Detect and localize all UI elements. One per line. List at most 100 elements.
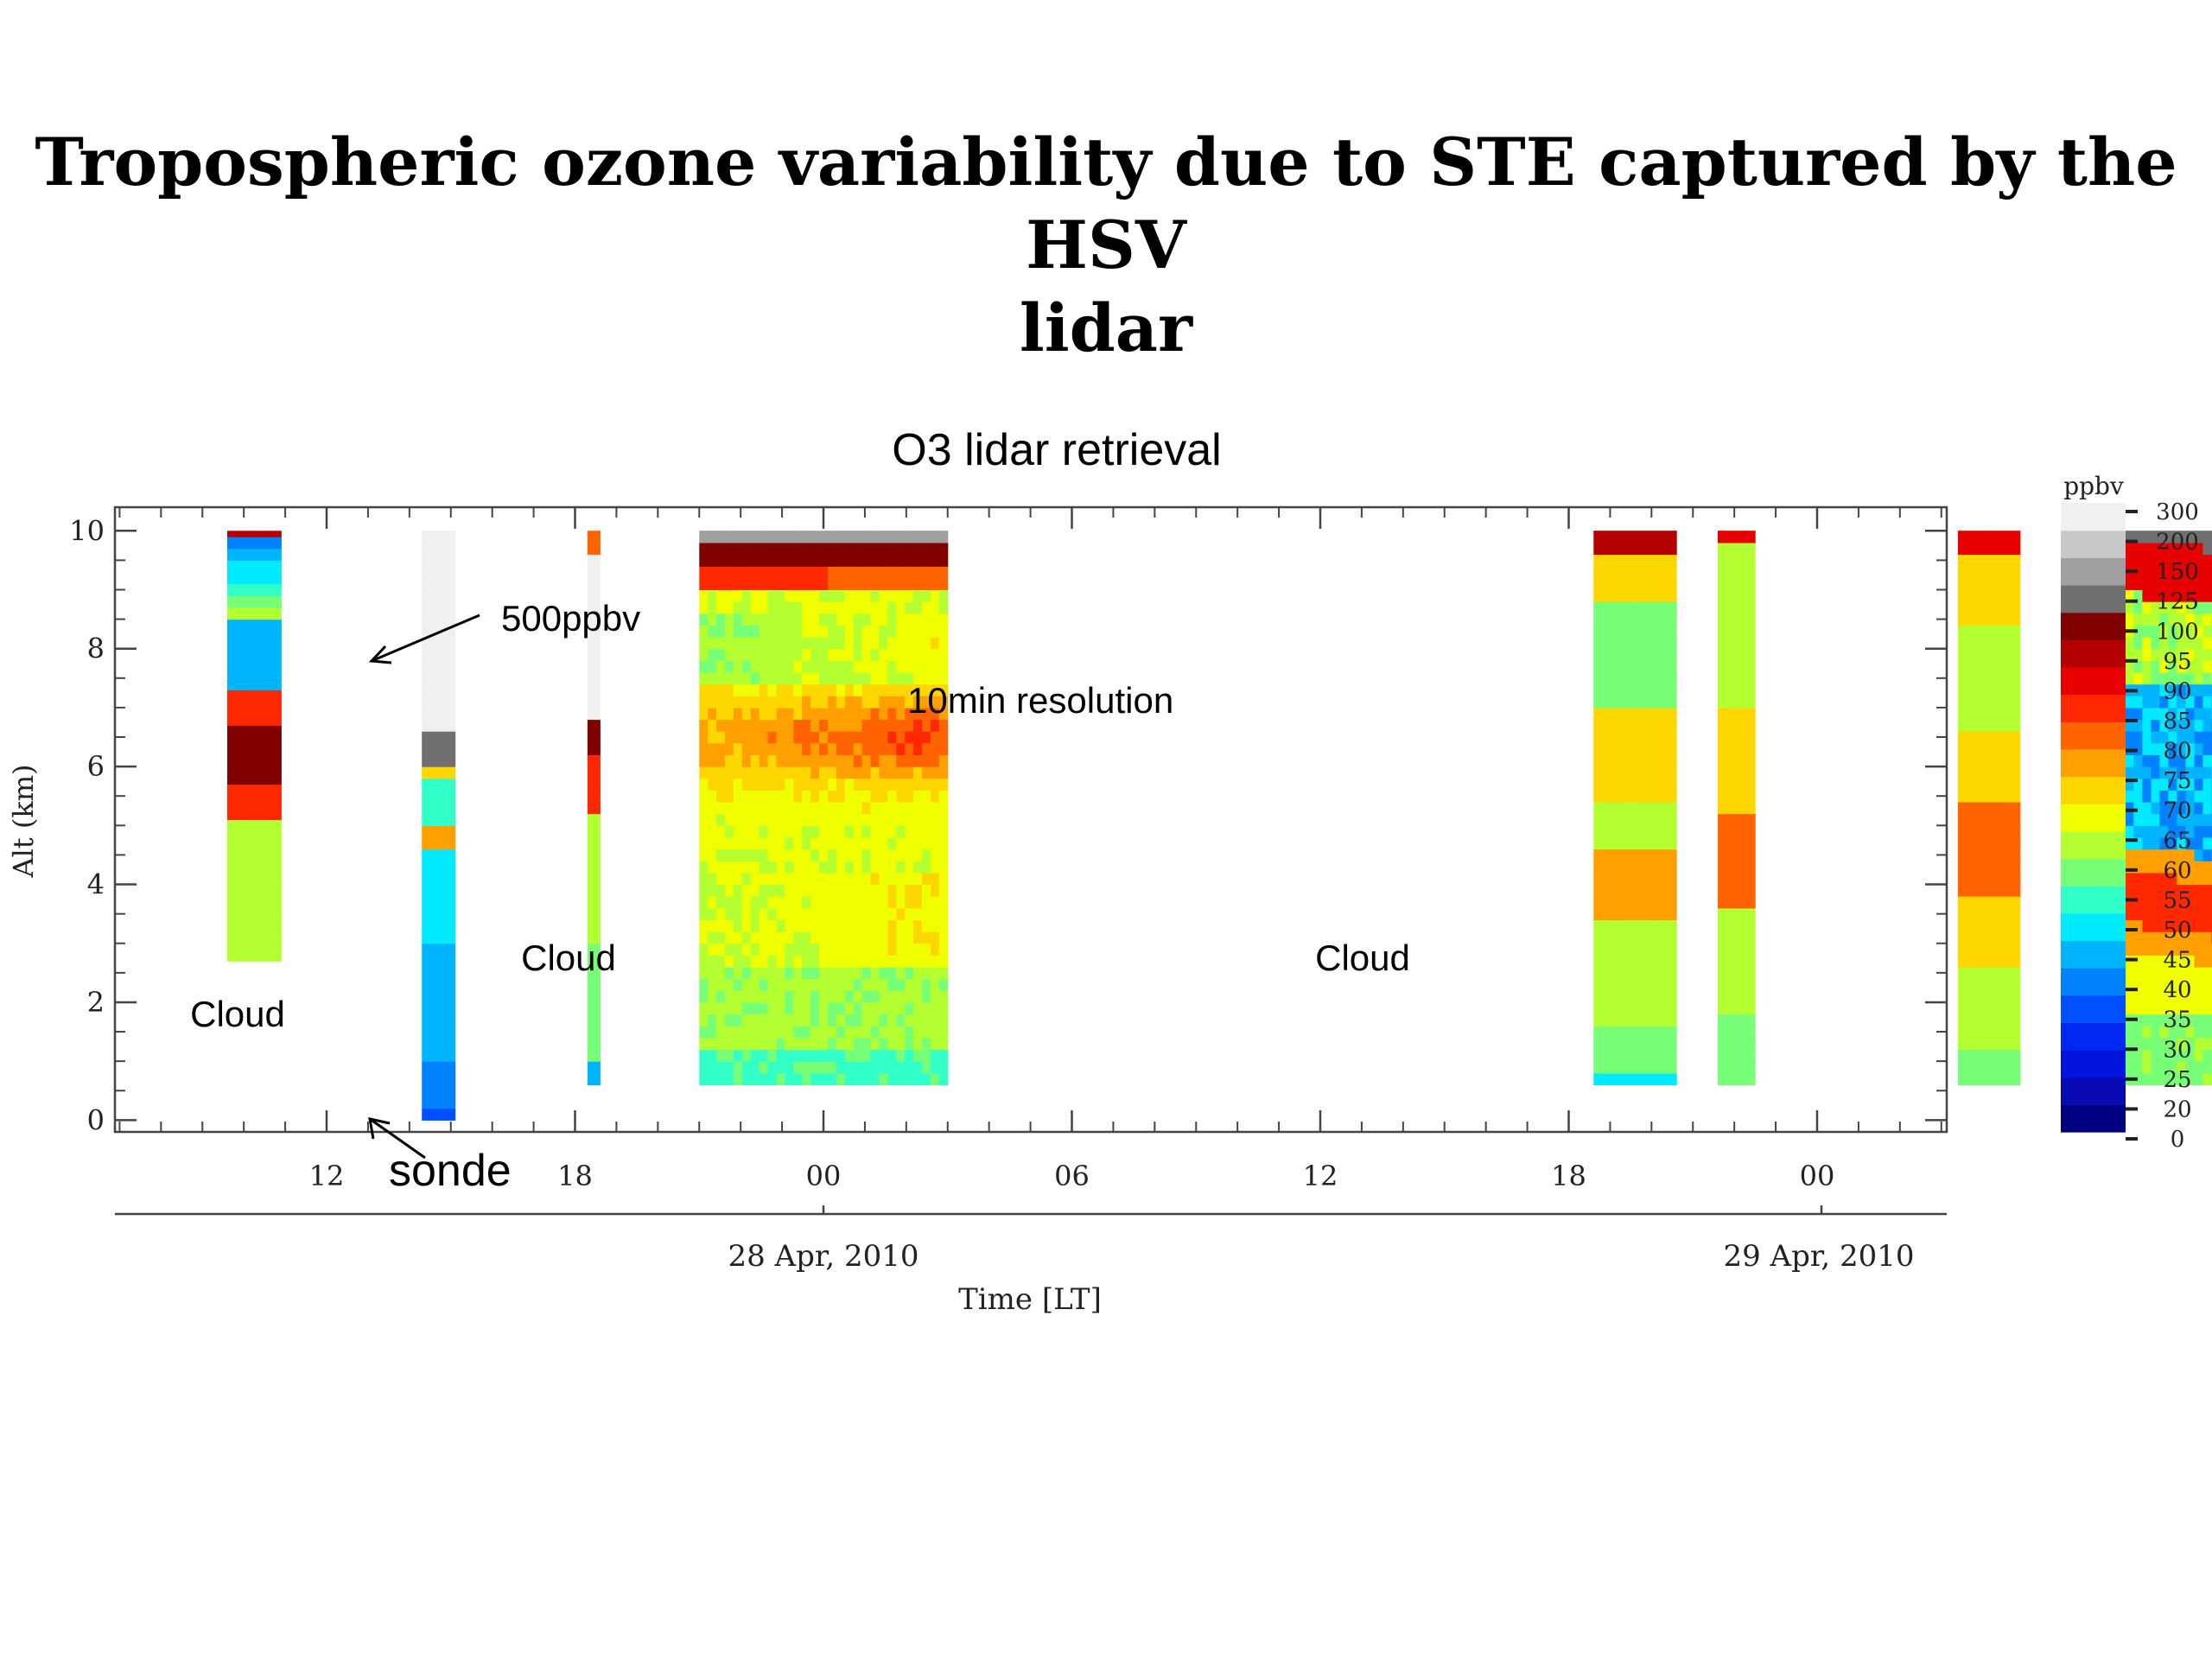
heatmap-cell [716,907,726,920]
heatmap-cell [1993,566,2003,579]
heatmap-cell [236,937,246,950]
heatmap-cell [1957,731,1967,744]
heatmap-cell [1643,849,1652,861]
heatmap-cell [263,583,273,596]
heatmap-cell [793,884,803,897]
heatmap-cell [2151,731,2160,744]
heatmap-cell [1957,1072,1967,1085]
heatmap-cell [1984,613,1994,626]
heatmap-cell [1643,790,1652,803]
heatmap-cell [716,1061,726,1074]
heatmap-cell [844,861,855,874]
heatmap-cell [750,884,760,897]
heatmap-cell [447,707,456,721]
heatmap-cell [1626,802,1636,815]
heatmap-cell [2194,849,2204,861]
heatmap-cell [263,572,273,585]
heatmap-cell [819,1001,829,1015]
heatmap-cell [785,637,794,650]
heatmap-cell [1993,731,2003,744]
heatmap-cell [767,1061,778,1074]
heatmap-cell [263,748,273,761]
heatmap-cell [2133,1001,2143,1015]
heatmap-cell [2177,637,2186,650]
heatmap-cell [2185,825,2196,838]
heatmap-cell [429,589,439,602]
heatmap-cell [254,878,264,891]
heatmap-cell [828,660,837,673]
heatmap-cell [1726,719,1738,732]
heatmap-cell [2011,1037,2021,1051]
heatmap-cell [1635,813,1644,826]
heatmap-cell [836,542,846,556]
heatmap-cell [422,896,431,909]
heatmap-cell [905,731,914,744]
heatmap-cell [2168,1026,2177,1039]
heatmap-cell [1610,931,1619,944]
heatmap-cell [870,955,880,968]
heatmap-cell [896,861,906,874]
heatmap-cell [1726,1026,1738,1039]
heatmap-cell [422,931,431,944]
heatmap-cell [438,554,448,567]
heatmap-cell [896,825,906,838]
heatmap-cell [254,842,264,855]
heatmap-cell [1668,1014,1677,1027]
heatmap-cell [802,919,811,932]
heatmap-cell [716,742,726,755]
heatmap-cell [741,1049,752,1062]
heatmap-cell [896,1061,906,1074]
heatmap-cell [733,613,743,626]
heatmap-cell [2002,1072,2012,1085]
heatmap-cell [438,943,448,956]
heatmap-cell [819,943,829,956]
heatmap-cell [438,707,448,721]
heatmap-cell [2159,589,2169,602]
heatmap-cell [1726,790,1738,803]
heatmap-cell [447,731,456,744]
heatmap-cell [2159,1049,2169,1062]
heatmap-cell [2011,531,2021,543]
heatmap-cell [861,1061,872,1074]
heatmap-cell [1975,719,1986,732]
heatmap-cell [422,719,431,732]
heatmap-cell [2133,1049,2143,1062]
heatmap-cell [1610,577,1619,590]
heatmap-cell [1993,990,2003,1003]
heatmap-cell [254,748,264,761]
heatmap-cell [263,772,273,785]
heatmap-cell [1984,554,1994,567]
heatmap-cell [2151,967,2160,980]
heatmap-cell [1984,931,1994,944]
heatmap-cell [2011,719,2021,732]
heatmap-cell [819,707,829,721]
heatmap-cell [245,772,255,785]
heatmap-cell [1718,990,1728,1003]
heatmap-cell [870,1014,880,1027]
heatmap-cell [896,719,906,732]
heatmap-cell [836,601,846,614]
heatmap-cell [2133,542,2143,556]
heatmap-cell [861,1037,872,1051]
heatmap-cell [1967,884,1977,897]
heatmap-cell [810,1014,820,1027]
heatmap-cell [2011,919,2021,932]
heatmap-cell [271,855,282,868]
heatmap-cell [861,884,872,897]
heatmap-cell [1993,896,2003,909]
heatmap-cell [587,672,601,685]
heatmap-cell [1736,613,1746,626]
heatmap-cell [2011,978,2021,991]
heatmap-cell [1610,955,1619,968]
heatmap-cell [1601,955,1611,968]
heatmap-cell [708,1049,717,1062]
heatmap-cell [1659,577,1669,590]
heatmap-cell [750,683,760,696]
heatmap-cell [2194,778,2204,791]
heatmap-cell [1610,967,1619,980]
heatmap-cell [1984,813,1994,826]
heatmap-cell [759,601,769,614]
heatmap-cell [1957,1037,1967,1051]
heatmap-cell [1651,1026,1661,1039]
heatmap-cell [776,802,785,815]
